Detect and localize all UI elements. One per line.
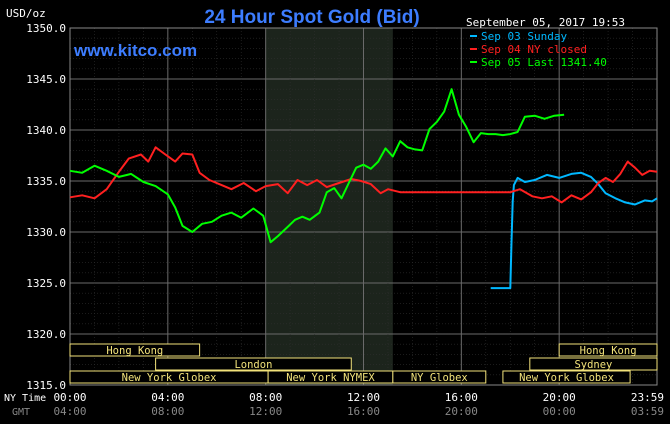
gmt-label: GMT (12, 407, 30, 418)
market-session-label: New York NYMEX (286, 372, 375, 384)
plot-frame (69, 27, 658, 386)
market-session-label: Hong Kong (106, 345, 163, 357)
x-tick-label-ny: 12:00 (347, 391, 380, 404)
market-session-label: Hong Kong (580, 345, 637, 357)
ny-time-label: NY Time (4, 393, 46, 404)
y-tick-label: 1340.0 (26, 124, 66, 137)
market-session-bar (392, 370, 487, 384)
x-tick-label-ny: 20:00 (543, 391, 576, 404)
series-line-2 (69, 88, 565, 244)
chart-title: 24 Hour Spot Gold (Bid) (204, 7, 419, 28)
y-tick-label: 1330.0 (26, 226, 66, 239)
x-tick-label-gmt: 08:00 (151, 405, 184, 418)
x-tick-label-ny: 04:00 (151, 391, 184, 404)
market-session-bar (529, 357, 658, 371)
x-tick-label-gmt: 20:00 (445, 405, 478, 418)
nymex-highlight-region (265, 28, 393, 385)
x-tick-label-gmt: 03:59 (631, 405, 664, 418)
market-session-label: London (234, 359, 272, 371)
market-session-label: Sydney (574, 359, 612, 371)
x-tick-label-ny: 00:00 (53, 391, 86, 404)
y-tick-label: 1345.0 (26, 73, 66, 86)
x-tick-label-ny: 16:00 (445, 391, 478, 404)
legend-entry: Sep 04 NY closed (481, 43, 587, 56)
series-line-1 (69, 146, 658, 204)
market-session-bar (558, 343, 658, 357)
y-tick-label: 1315.0 (26, 379, 66, 392)
legend-entry: Sep 05 Last 1341.40 (481, 56, 607, 69)
y-axis-unit-label: USD/oz (6, 7, 46, 20)
series-line-0 (490, 171, 658, 290)
legend-entry: Sep 03 Sunday (481, 30, 567, 43)
x-tick-label-ny: 08:00 (249, 391, 282, 404)
y-tick-label: 1335.0 (26, 175, 66, 188)
y-tick-label: 1320.0 (26, 328, 66, 341)
market-session-label: New York Globex (122, 372, 217, 384)
chart-timestamp: September 05, 2017 19:53 (466, 16, 625, 29)
y-tick-label: 1350.0 (26, 22, 66, 35)
market-session-label: New York Globex (519, 372, 614, 384)
x-tick-label-gmt: 00:00 (543, 405, 576, 418)
x-tick-label-gmt: 04:00 (53, 405, 86, 418)
x-tick-label-gmt: 12:00 (249, 405, 282, 418)
market-session-label: NY Globex (411, 372, 468, 384)
market-session-bar (502, 370, 631, 384)
y-tick-label: 1325.0 (26, 277, 66, 290)
market-session-bar (69, 343, 201, 357)
kitco-watermark: www.kitco.com (73, 41, 197, 60)
x-tick-label-ny: 23:59 (631, 391, 664, 404)
market-session-bar (155, 357, 352, 371)
x-tick-label-gmt: 16:00 (347, 405, 380, 418)
